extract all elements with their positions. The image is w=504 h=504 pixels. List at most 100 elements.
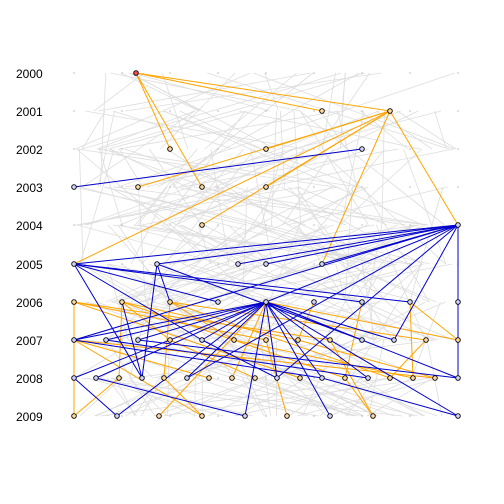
orange-edge — [73, 110, 391, 265]
graph-node — [231, 337, 237, 343]
background-edge — [84, 110, 401, 226]
minor-node — [217, 377, 219, 379]
background-edge — [299, 110, 445, 226]
blue-edge — [393, 224, 459, 341]
orange-edge — [201, 110, 391, 226]
graph-node — [71, 299, 77, 305]
blue-edge — [244, 301, 267, 417]
background-edge — [129, 72, 276, 150]
background-edge — [140, 263, 246, 303]
background-edge — [79, 148, 115, 265]
minor-node — [169, 224, 171, 226]
background-edge — [160, 224, 238, 265]
blue-edge — [73, 263, 363, 303]
minor-node — [361, 186, 363, 188]
graph-node — [71, 184, 77, 190]
orange-edge — [409, 301, 459, 341]
graph-node — [455, 222, 461, 228]
background-edge — [335, 263, 346, 303]
graph-node — [161, 375, 167, 381]
background-edge — [112, 110, 233, 150]
graph-node — [114, 413, 120, 419]
graph-node — [71, 337, 77, 343]
minor-node — [361, 72, 363, 74]
graph-node — [199, 222, 205, 228]
minor-node — [409, 339, 411, 341]
graph-node — [455, 413, 461, 419]
orange-edge — [135, 72, 323, 112]
blue-edge — [105, 301, 267, 341]
minor-node — [217, 186, 219, 188]
background-edge — [317, 72, 371, 150]
background-edge — [193, 186, 429, 226]
background-edge — [209, 301, 327, 417]
background-edge — [318, 148, 446, 265]
background-edge — [141, 186, 338, 226]
blue-edge — [201, 339, 278, 379]
orange-edge — [135, 72, 203, 188]
graph-node — [370, 413, 376, 419]
graph-node — [167, 337, 173, 343]
background-edge — [104, 186, 430, 265]
minor-node — [313, 110, 315, 112]
background-edge — [363, 186, 430, 303]
background-edge — [167, 339, 170, 417]
minor-node — [409, 263, 411, 265]
background-edge — [178, 224, 454, 341]
graph-node — [455, 337, 461, 343]
background-edge — [162, 263, 394, 379]
background-edge — [115, 377, 136, 417]
background-edge — [93, 72, 145, 112]
graph-node — [133, 70, 139, 76]
minor-node — [313, 148, 315, 150]
graph-node — [116, 375, 122, 381]
minor-node — [121, 72, 123, 74]
graph-node — [215, 299, 221, 305]
background-edge — [271, 110, 277, 226]
graph-node — [135, 337, 141, 343]
background-edge — [337, 110, 358, 188]
blue-edge — [141, 263, 158, 379]
graph-node — [432, 375, 438, 381]
background-edge — [340, 110, 365, 226]
background-edge — [346, 263, 430, 303]
background-edge — [288, 377, 344, 417]
orange-edge — [135, 72, 391, 112]
minor-node — [265, 72, 267, 74]
minor-node — [409, 72, 411, 74]
blue-edge — [265, 301, 323, 379]
year-label-2005: 2005 — [16, 258, 43, 272]
minor-node — [409, 186, 411, 188]
background-edge — [81, 110, 106, 150]
background-edge — [347, 224, 413, 265]
minor-node — [73, 148, 75, 150]
background-edge — [132, 72, 270, 112]
minor-node — [169, 377, 171, 379]
background-edge — [168, 72, 314, 188]
background-edge — [84, 339, 309, 417]
graph-node — [327, 337, 333, 343]
background-edge — [110, 224, 334, 303]
background-edge — [97, 110, 195, 150]
graph-node — [455, 375, 461, 381]
blue-edge — [73, 301, 267, 341]
background-edge — [381, 110, 385, 226]
background-edge — [265, 301, 273, 379]
graph-node — [319, 261, 325, 267]
minor-node — [313, 72, 315, 74]
background-edge — [409, 186, 444, 303]
year-label-2009: 2009 — [16, 410, 43, 424]
background-edge — [236, 377, 391, 417]
year-label-2004: 2004 — [16, 219, 43, 233]
background-edge — [264, 72, 279, 112]
nodes — [71, 70, 461, 419]
minor-node — [313, 224, 315, 226]
graph-node — [135, 184, 141, 190]
background-edge — [279, 110, 285, 188]
background-edge — [161, 377, 432, 417]
background-edge — [376, 110, 433, 150]
background-edge — [173, 186, 406, 226]
minor-node — [121, 415, 123, 417]
graph-node — [359, 299, 365, 305]
blue-edge — [137, 339, 459, 379]
